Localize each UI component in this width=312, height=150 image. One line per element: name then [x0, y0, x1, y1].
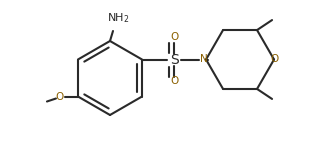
Text: O: O — [56, 92, 64, 102]
Text: N: N — [200, 54, 208, 64]
Text: O: O — [170, 33, 178, 42]
Text: S: S — [170, 52, 178, 66]
Text: O: O — [270, 54, 278, 64]
Text: NH$_2$: NH$_2$ — [107, 11, 129, 25]
Text: O: O — [170, 76, 178, 87]
